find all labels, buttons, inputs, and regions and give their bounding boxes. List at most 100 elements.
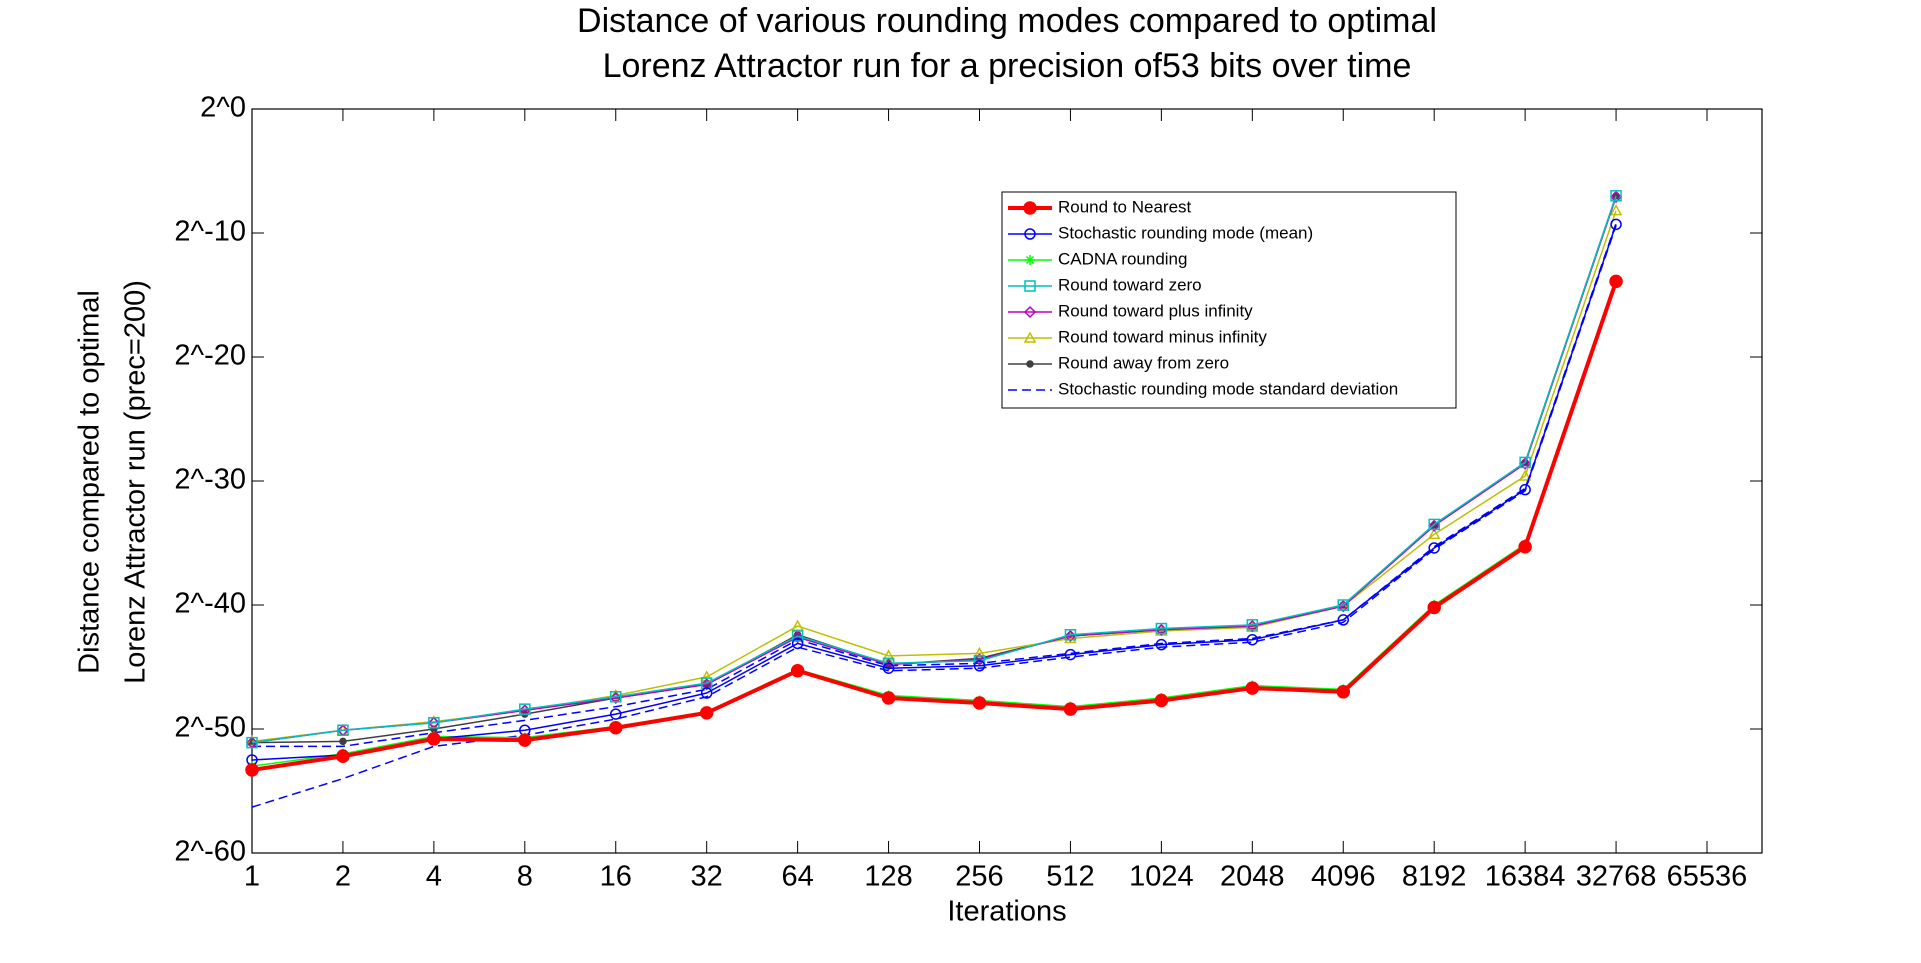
point bbox=[1026, 360, 1034, 368]
point bbox=[1519, 483, 1531, 496]
point bbox=[1609, 274, 1623, 289]
point bbox=[1518, 539, 1532, 554]
x-tick-label: 512 bbox=[1046, 861, 1094, 893]
point bbox=[700, 678, 713, 691]
y-tick-label: 2^-50 bbox=[174, 712, 246, 744]
point bbox=[518, 733, 532, 747]
point bbox=[1337, 614, 1349, 626]
x-tick-label: 32768 bbox=[1576, 861, 1657, 893]
point bbox=[973, 646, 986, 659]
point bbox=[1336, 685, 1350, 699]
point bbox=[336, 749, 350, 764]
series-line bbox=[251, 225, 1617, 808]
y-tick-label: 2^-20 bbox=[174, 340, 246, 372]
point bbox=[1063, 702, 1078, 716]
point bbox=[1337, 599, 1349, 611]
legend-label: Round to Nearest bbox=[1058, 197, 1192, 216]
legend-entry: Round away from zero bbox=[1008, 353, 1229, 372]
chart-title: Distance of various rounding modes compa… bbox=[577, 2, 1437, 40]
point bbox=[245, 763, 259, 777]
point bbox=[1610, 190, 1623, 204]
x-tick-label: 256 bbox=[955, 861, 1003, 893]
point bbox=[519, 703, 531, 715]
point bbox=[700, 670, 713, 682]
point bbox=[1518, 469, 1532, 481]
x-tick-label: 64 bbox=[781, 861, 813, 893]
legend-label: CADNA rounding bbox=[1058, 249, 1187, 268]
y-tick-label: 2^0 bbox=[200, 92, 246, 124]
point bbox=[972, 696, 987, 710]
point bbox=[1519, 456, 1531, 469]
point bbox=[1428, 519, 1441, 532]
legend-label: Round toward zero bbox=[1058, 275, 1202, 294]
point bbox=[1064, 648, 1077, 661]
y-axis-label: Distance compared to optimal bbox=[74, 290, 106, 674]
point bbox=[1427, 527, 1441, 540]
x-tick-label: 4 bbox=[426, 861, 442, 893]
legend-label: Round away from zero bbox=[1058, 353, 1229, 372]
legend-entry: Round toward plus infinity bbox=[1008, 301, 1253, 320]
point bbox=[882, 662, 895, 674]
y-tick-label: 2^-40 bbox=[174, 588, 246, 620]
legend-entry: Round toward minus infinity bbox=[1008, 327, 1267, 346]
legend-label: Round toward minus infinity bbox=[1058, 327, 1267, 346]
point bbox=[339, 737, 347, 746]
point bbox=[246, 736, 258, 749]
point bbox=[1155, 622, 1168, 635]
x-tick-label: 65536 bbox=[1667, 861, 1748, 893]
y-tick-label: 2^-10 bbox=[174, 216, 246, 248]
point bbox=[1427, 600, 1441, 615]
point bbox=[1246, 633, 1259, 646]
point bbox=[973, 653, 986, 666]
y-tick-label: 2^-60 bbox=[174, 836, 246, 868]
point bbox=[337, 724, 349, 736]
point bbox=[609, 721, 623, 735]
point bbox=[881, 691, 896, 705]
x-tick-label: 2048 bbox=[1220, 861, 1285, 893]
y-axis-label: Lorenz Attractor run (prec=200) bbox=[120, 280, 152, 684]
legend-box bbox=[1001, 191, 1457, 409]
x-tick-label: 1024 bbox=[1129, 861, 1194, 893]
x-tick-label: 16 bbox=[600, 861, 632, 893]
point bbox=[1025, 255, 1035, 265]
legend-label: Round toward plus infinity bbox=[1058, 301, 1253, 320]
point bbox=[1155, 638, 1168, 651]
x-tick-label: 1 bbox=[244, 861, 260, 893]
point bbox=[700, 687, 713, 699]
legend-entry: Round to Nearest bbox=[1008, 197, 1192, 216]
point bbox=[791, 630, 804, 642]
x-tick-label: 32 bbox=[691, 861, 723, 893]
x-tick-label: 4096 bbox=[1311, 861, 1376, 893]
point bbox=[610, 691, 622, 703]
x-tick-label: 2 bbox=[335, 861, 351, 893]
point bbox=[1023, 305, 1037, 319]
point bbox=[1064, 629, 1077, 641]
point bbox=[1245, 681, 1260, 695]
point bbox=[791, 631, 804, 644]
x-tick-label: 8 bbox=[517, 861, 533, 893]
point bbox=[1023, 201, 1037, 215]
series-line bbox=[251, 224, 1617, 761]
point bbox=[699, 706, 714, 720]
legend-label: Stochastic rounding mode standard deviat… bbox=[1058, 379, 1398, 398]
legend-entry: CADNA rounding bbox=[1008, 249, 1187, 268]
point bbox=[1609, 204, 1623, 216]
legend-entry: Stochastic rounding mode (mean) bbox=[1008, 223, 1313, 242]
point bbox=[427, 732, 441, 746]
legend-entry: Stochastic rounding mode standard deviat… bbox=[1008, 379, 1398, 398]
point bbox=[1246, 619, 1259, 631]
point bbox=[973, 660, 986, 672]
point bbox=[1337, 600, 1350, 613]
x-tick-label: 8192 bbox=[1402, 861, 1467, 893]
x-tick-label: 128 bbox=[864, 861, 912, 893]
x-axis-label: Iterations bbox=[947, 896, 1066, 928]
point bbox=[1024, 280, 1036, 292]
point bbox=[1154, 693, 1169, 708]
point bbox=[791, 619, 804, 631]
point bbox=[610, 708, 622, 720]
point bbox=[790, 663, 805, 678]
point bbox=[1519, 457, 1532, 470]
point bbox=[1428, 542, 1440, 554]
chart-title: Lorenz Attractor run for a precision of5… bbox=[603, 47, 1412, 85]
y-tick-label: 2^-30 bbox=[174, 464, 246, 496]
